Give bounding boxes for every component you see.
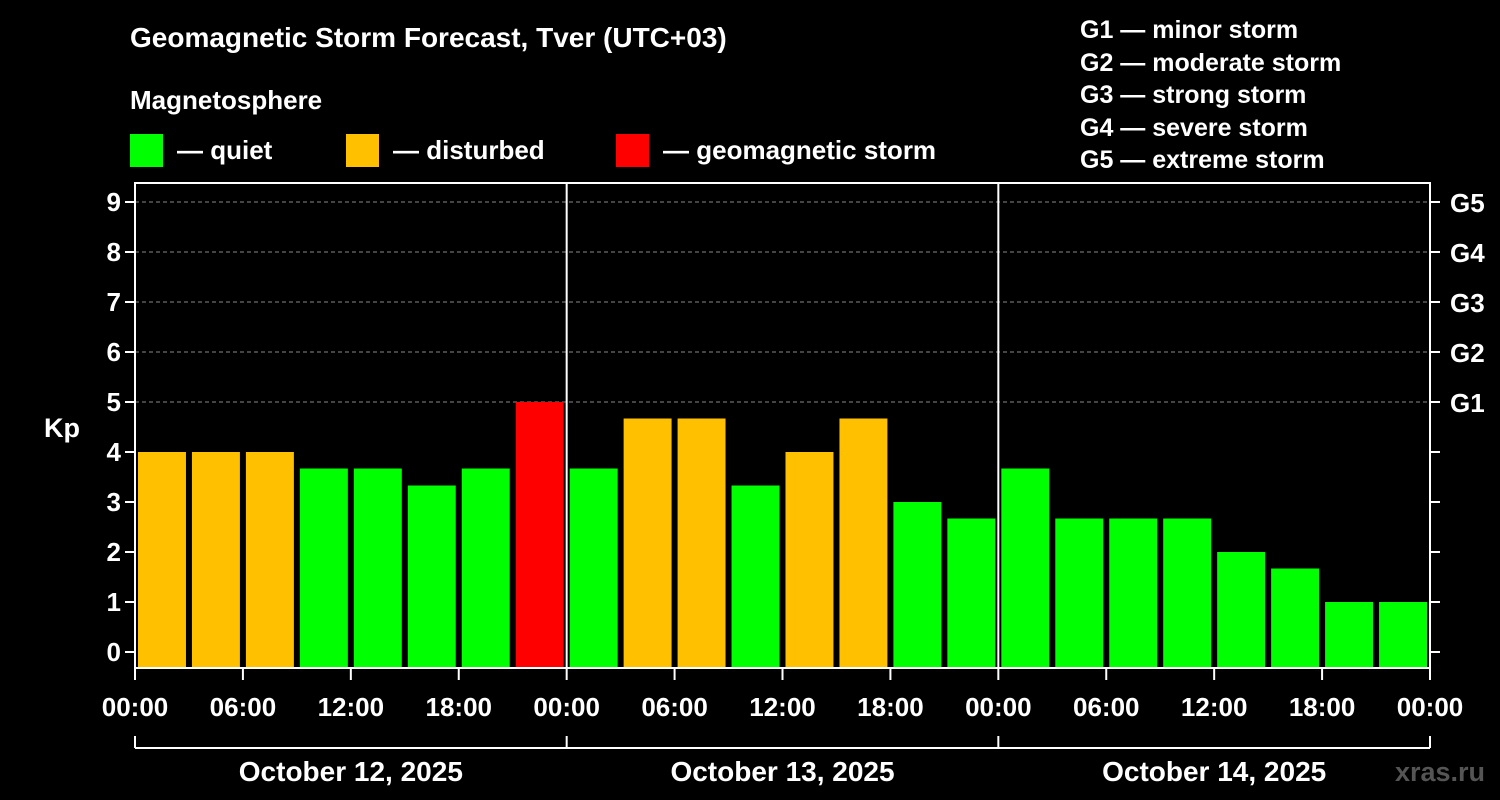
bar-12	[785, 452, 834, 668]
bar-21	[1271, 568, 1320, 668]
legend-label-disturbed: — disturbed	[393, 134, 545, 165]
y-tick-label-2: 2	[107, 537, 121, 567]
storm-scale-g2: G2 — moderate storm	[1080, 48, 1342, 77]
x-tick-label-10: 12:00	[1181, 692, 1248, 722]
legend-swatch-storm	[616, 133, 649, 167]
bar-7	[515, 402, 564, 668]
bar-9	[623, 418, 672, 668]
x-tick-label-8: 00:00	[965, 692, 1032, 722]
bar-11	[731, 485, 780, 668]
g-level-label-g1: G1	[1450, 388, 1485, 418]
watermark: xras.ru	[1395, 757, 1485, 787]
x-tick-label-3: 18:00	[426, 692, 493, 722]
bar-13	[839, 418, 888, 668]
day-label-1: October 13, 2025	[670, 756, 894, 787]
y-tick-label-1: 1	[107, 587, 121, 617]
x-tick-label-7: 18:00	[857, 692, 924, 722]
g-level-label-g2: G2	[1450, 338, 1485, 368]
x-tick-label-4: 00:00	[533, 692, 600, 722]
y-tick-label-8: 8	[107, 237, 121, 267]
bar-15	[947, 518, 996, 668]
legend-swatch-quiet	[130, 133, 163, 167]
bar-22	[1325, 602, 1374, 668]
bar-20	[1217, 552, 1266, 668]
bar-3	[299, 468, 348, 668]
x-tick-label-9: 06:00	[1073, 692, 1140, 722]
x-tick-label-1: 06:00	[210, 692, 277, 722]
x-tick-label-0: 00:00	[102, 692, 169, 722]
bar-6	[461, 468, 510, 668]
y-tick-label-7: 7	[107, 287, 121, 317]
bar-10	[677, 418, 726, 668]
chart-title: Geomagnetic Storm Forecast, Tver (UTC+03…	[130, 22, 727, 53]
storm-scale-g3: G3 — strong storm	[1080, 81, 1307, 109]
bar-2	[245, 452, 294, 668]
g-level-label-g3: G3	[1450, 288, 1485, 318]
bar-1	[191, 452, 240, 668]
day-label-2: October 14, 2025	[1102, 756, 1326, 787]
g-level-label-g5: G5	[1450, 188, 1485, 218]
legend-item-quiet: — quiet	[130, 133, 272, 167]
y-tick-label-0: 0	[107, 637, 121, 667]
bar-17	[1055, 518, 1104, 668]
y-tick-label-3: 3	[107, 487, 121, 517]
bar-19	[1163, 518, 1212, 668]
legend-heading: Magnetosphere	[130, 85, 323, 115]
legend-label-storm: — geomagnetic storm	[663, 134, 937, 165]
bar-18	[1109, 518, 1158, 668]
x-tick-label-5: 06:00	[641, 692, 708, 722]
legend-label-quiet: — quiet	[177, 134, 273, 165]
storm-scale-legend: G1 — minor storm G2 — moderate storm G3 …	[1080, 14, 1341, 177]
x-tick-label-6: 12:00	[749, 692, 816, 722]
y-tick-label-6: 6	[107, 337, 121, 367]
x-tick-label-12: 00:00	[1397, 692, 1464, 722]
bar-4	[353, 468, 402, 668]
y-tick-label-4: 4	[107, 437, 122, 467]
storm-scale-g5: G5 — extreme storm	[1080, 146, 1325, 174]
bar-5	[407, 485, 456, 668]
y-tick-label-9: 9	[107, 187, 121, 217]
storm-scale-g1: G1 — minor storm	[1080, 16, 1299, 44]
legend-swatch-disturbed	[346, 133, 379, 167]
x-tick-label-2: 12:00	[318, 692, 385, 722]
bar-14	[893, 502, 942, 668]
legend-item-disturbed: — disturbed	[346, 133, 545, 167]
day-label-0: October 12, 2025	[239, 756, 463, 787]
g-level-label-g4: G4	[1450, 238, 1485, 268]
legend-item-storm: — geomagnetic storm	[616, 133, 936, 167]
bar-23	[1379, 602, 1427, 668]
y-tick-label-5: 5	[107, 387, 121, 417]
x-tick-label-11: 18:00	[1289, 692, 1356, 722]
bar-0	[138, 452, 186, 668]
y-axis-label: Kp	[44, 413, 80, 443]
storm-scale-g4: G4 — severe storm	[1080, 113, 1308, 142]
bar-16	[1001, 468, 1050, 668]
bar-8	[569, 468, 618, 668]
